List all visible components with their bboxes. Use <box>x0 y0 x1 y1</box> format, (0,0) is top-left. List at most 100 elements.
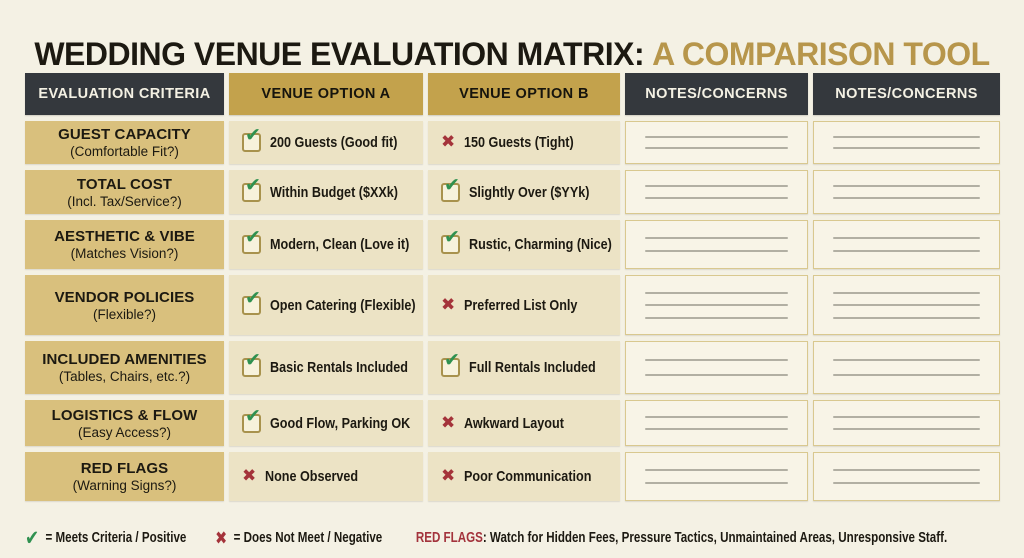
criteria-title: AESTHETIC & VIBE <box>54 228 195 245</box>
check-glyph: ✔ <box>444 349 460 371</box>
notes-cell[interactable] <box>625 400 808 446</box>
venue-text: Full Rentals Included <box>469 359 596 376</box>
criteria-cell: RED FLAGS (Warning Signs?) <box>25 452 224 501</box>
venue-a-cell: ✔ Open Catering (Flexible) <box>229 275 423 335</box>
note-writing-line <box>833 147 980 149</box>
note-writing-line <box>833 373 980 376</box>
notes-cell[interactable] <box>813 400 1000 446</box>
notes-cell[interactable] <box>625 452 808 501</box>
criteria-cell: AESTHETIC & VIBE (Matches Vision?) <box>25 220 224 269</box>
notes-cell[interactable] <box>625 170 808 214</box>
venue-text: 200 Guests (Good fit) <box>270 134 398 151</box>
venue-a-cell: ✔ Basic Rentals Included <box>229 341 423 394</box>
venue-a-cell: ✔ 200 Guests (Good fit) <box>229 121 423 164</box>
x-icon: ✖ <box>441 412 456 433</box>
header-notes-concerns-2: NOTES/CONCERNS <box>813 73 1000 115</box>
note-writing-line <box>645 482 788 484</box>
criteria-title: VENDOR POLICIES <box>54 288 195 306</box>
criteria-title: INCLUDED AMENITIES <box>42 351 207 368</box>
note-writing-line <box>645 416 788 418</box>
check-glyph: ✔ <box>245 226 261 248</box>
venue-a-cell: ✔ Good Flow, Parking OK <box>229 400 423 446</box>
legend-negative: ✖ = Does Not Meet / Negative <box>215 528 382 549</box>
venue-text: Good Flow, Parking OK <box>270 414 411 432</box>
notes-cell[interactable] <box>625 220 808 269</box>
notes-cell[interactable] <box>813 341 1000 394</box>
note-writing-line <box>833 482 980 484</box>
title-accent: A COMPARISON TOOL <box>652 36 990 73</box>
venue-text: Modern, Clean (Love it) <box>270 236 410 253</box>
venue-a-cell: ✔ Within Budget ($XXk) <box>229 170 423 214</box>
red-flags-text: : Watch for Hidden Fees, Pressure Tactic… <box>482 530 948 546</box>
criteria-cell: LOGISTICS & FLOW (Easy Access?) <box>25 400 224 446</box>
venue-text: Poor Communication <box>464 468 592 485</box>
note-writing-line <box>833 185 980 188</box>
criteria-title: RED FLAGS <box>80 460 169 477</box>
criteria-cell: TOTAL COST (Incl. Tax/Service?) <box>25 170 224 214</box>
venue-text: 150 Guests (Tight) <box>464 134 574 151</box>
header-venue-option-a: VENUE OPTION A <box>229 73 423 115</box>
note-writing-line <box>645 250 788 252</box>
red-flags-label: RED FLAGS <box>415 530 483 546</box>
check-icon: ✔ <box>242 126 261 152</box>
note-writing-line <box>645 185 788 188</box>
note-writing-line <box>833 196 980 199</box>
notes-cell[interactable] <box>813 275 1000 335</box>
header-evaluation-criteria: EVALUATION CRITERIA <box>25 73 224 115</box>
note-writing-line <box>645 373 788 376</box>
evaluation-matrix-table: EVALUATION CRITERIA VENUE OPTION A VENUE… <box>25 73 1000 501</box>
venue-text: None Observed <box>265 468 359 485</box>
x-icon: ✖ <box>441 466 456 486</box>
check-icon: ✔ <box>242 228 261 254</box>
note-writing-line <box>645 316 788 319</box>
criteria-subtitle: (Matches Vision?) <box>70 246 179 261</box>
note-writing-line <box>833 316 980 319</box>
check-glyph: ✔ <box>245 173 261 196</box>
note-writing-line <box>645 147 788 149</box>
venue-text: Slightly Over ($YYk) <box>469 183 590 201</box>
criteria-subtitle: (Comfortable Fit?) <box>70 144 179 159</box>
note-writing-line <box>833 428 980 430</box>
venue-text: Preferred List Only <box>464 296 578 314</box>
notes-cell[interactable] <box>813 170 1000 214</box>
header-venue-option-b: VENUE OPTION B <box>428 73 620 115</box>
note-writing-line <box>833 291 980 294</box>
note-writing-line <box>833 136 980 138</box>
check-glyph: ✔ <box>245 124 261 146</box>
red-flags-note: RED FLAGS: Watch for Hidden Fees, Pressu… <box>416 530 947 546</box>
venue-a-cell: ✔ Modern, Clean (Love it) <box>229 220 423 269</box>
page-title: WEDDING VENUE EVALUATION MATRIX: A COMPAR… <box>0 34 1024 74</box>
venue-b-cell: ✖ Awkward Layout <box>428 400 620 446</box>
note-writing-line <box>645 469 788 471</box>
check-icon: ✔ <box>242 406 261 433</box>
notes-cell[interactable] <box>813 121 1000 164</box>
notes-cell[interactable] <box>625 121 808 164</box>
notes-cell[interactable] <box>625 341 808 394</box>
note-writing-line <box>833 250 980 252</box>
check-glyph: ✔ <box>245 404 261 427</box>
venue-b-cell: ✔ Full Rentals Included <box>428 341 620 394</box>
criteria-subtitle: (Incl. Tax/Service?) <box>67 193 182 209</box>
venue-b-cell: ✖ Poor Communication <box>428 452 620 501</box>
notes-cell[interactable] <box>813 452 1000 501</box>
note-writing-line <box>645 237 788 239</box>
header-notes-concerns-1: NOTES/CONCERNS <box>625 73 808 115</box>
check-icon: ✔ <box>441 175 460 202</box>
legend: ✔ = Meets Criteria / Positive ✖ = Does N… <box>25 521 947 555</box>
criteria-cell: VENDOR POLICIES (Flexible?) <box>25 275 224 335</box>
venue-b-cell: ✔ Slightly Over ($YYk) <box>428 170 620 214</box>
note-writing-line <box>645 359 788 362</box>
notes-cell[interactable] <box>813 220 1000 269</box>
legend-negative-text: = Does Not Meet / Negative <box>233 530 383 546</box>
note-writing-line <box>645 136 788 138</box>
check-icon: ✔ <box>242 351 261 377</box>
legend-positive: ✔ = Meets Criteria / Positive <box>25 526 186 550</box>
check-glyph: ✔ <box>444 226 460 248</box>
notes-cell[interactable] <box>625 275 808 335</box>
check-icon: ✔ <box>441 228 460 254</box>
venue-text: Basic Rentals Included <box>270 359 408 376</box>
criteria-subtitle: (Tables, Chairs, etc.?) <box>58 369 191 384</box>
criteria-title: GUEST CAPACITY <box>58 126 191 143</box>
note-writing-line <box>645 428 788 430</box>
check-glyph: ✔ <box>245 286 261 309</box>
